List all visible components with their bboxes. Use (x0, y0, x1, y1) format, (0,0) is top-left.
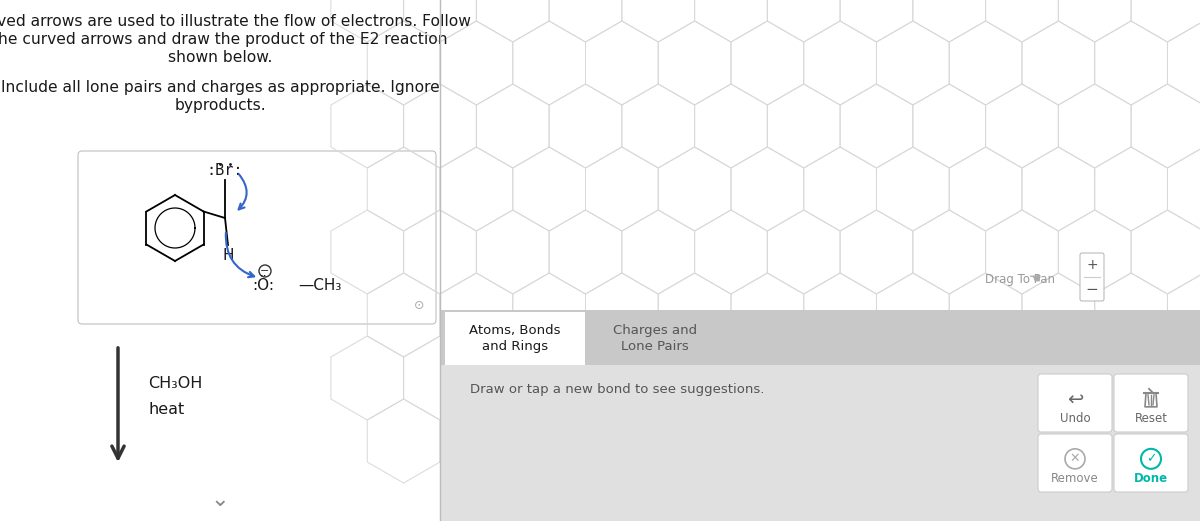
Text: heat: heat (148, 403, 185, 417)
Text: Remove: Remove (1051, 472, 1099, 485)
FancyBboxPatch shape (1114, 434, 1188, 492)
Text: byproducts.: byproducts. (174, 98, 266, 113)
Text: :Br:: :Br: (206, 163, 244, 178)
Text: Atoms, Bonds
and Rings: Atoms, Bonds and Rings (469, 324, 560, 353)
FancyBboxPatch shape (1038, 374, 1112, 432)
Text: Charges and
Lone Pairs: Charges and Lone Pairs (613, 324, 697, 353)
Text: the curved arrows and draw the product of the E2 reaction: the curved arrows and draw the product o… (0, 32, 448, 47)
Text: ✕: ✕ (1069, 452, 1080, 465)
Text: Done: Done (1134, 472, 1168, 485)
Text: Drag To Pan: Drag To Pan (985, 274, 1055, 287)
Text: ↩: ↩ (1067, 389, 1084, 408)
Text: +: + (1086, 258, 1098, 272)
FancyBboxPatch shape (1038, 434, 1112, 492)
Text: ⌄: ⌄ (211, 490, 229, 510)
Text: Reset: Reset (1134, 412, 1168, 425)
Text: —CH₃: —CH₃ (298, 278, 341, 292)
Text: Curved arrows are used to illustrate the flow of electrons. Follow: Curved arrows are used to illustrate the… (0, 14, 470, 29)
Text: ☚: ☚ (1028, 273, 1042, 287)
Text: CH₃OH: CH₃OH (148, 376, 203, 391)
Bar (440, 0, 1200, 310)
Text: shown below.: shown below. (168, 50, 272, 65)
FancyBboxPatch shape (445, 312, 586, 365)
Text: H: H (222, 248, 234, 263)
Text: ✓: ✓ (1146, 452, 1157, 465)
Text: Include all lone pairs and charges as appropriate. Ignore: Include all lone pairs and charges as ap… (1, 80, 439, 95)
Text: −: − (1086, 281, 1098, 296)
FancyBboxPatch shape (78, 151, 436, 324)
Text: Draw or tap a new bond to see suggestions.: Draw or tap a new bond to see suggestion… (470, 383, 764, 396)
Text: Undo: Undo (1060, 412, 1091, 425)
Bar (440, 310, 1200, 365)
FancyBboxPatch shape (1114, 374, 1188, 432)
FancyBboxPatch shape (1080, 253, 1104, 301)
Text: ⊙: ⊙ (414, 299, 424, 312)
Text: :Ö:: :Ö: (252, 278, 274, 292)
Bar (440, 365, 1200, 521)
Text: −: − (260, 266, 270, 276)
